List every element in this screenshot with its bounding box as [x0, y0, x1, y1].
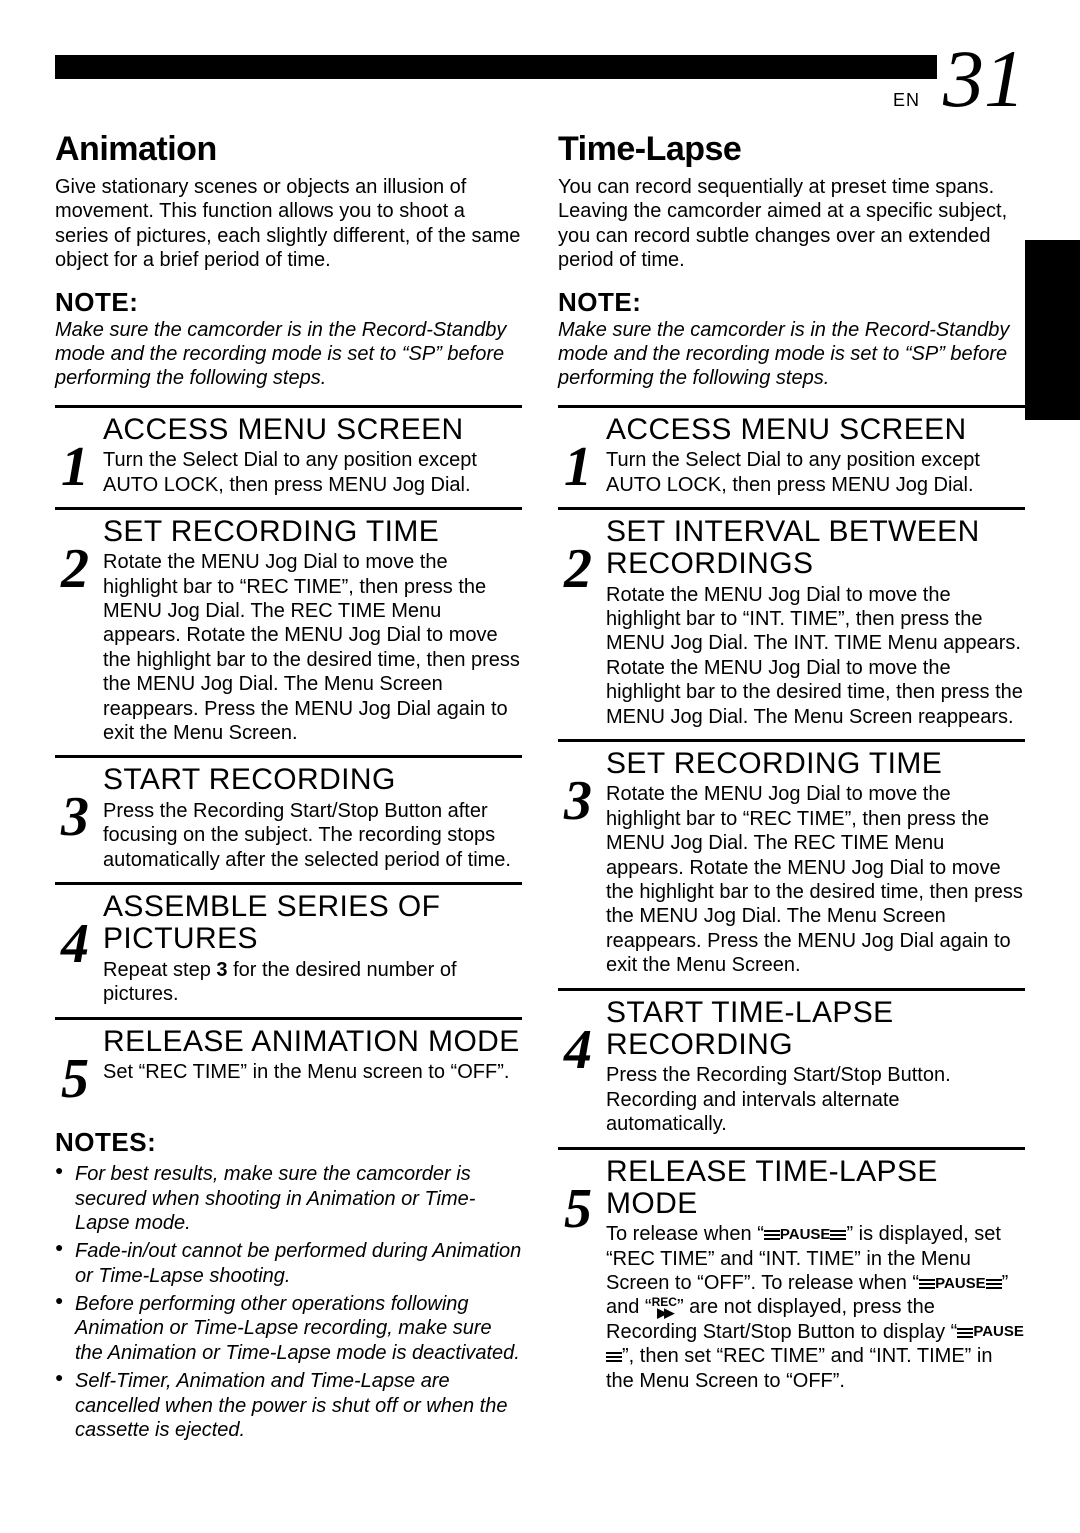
- note-item: Fade-in/out cannot be performed during A…: [55, 1239, 522, 1288]
- step-5: 5 RELEASE TIME-LAPSE MODE To release whe…: [558, 1147, 1025, 1394]
- step-heading: RELEASE ANIMATION MODE: [103, 1026, 522, 1058]
- pause-bars-icon: [957, 1327, 973, 1339]
- step-text: Turn the Select Dial to any position exc…: [606, 448, 1025, 497]
- page-lang: EN: [893, 90, 920, 111]
- page-number: 31: [937, 38, 1025, 120]
- step-content: SET INTERVAL BETWEEN RECORDINGS Rotate t…: [606, 516, 1025, 729]
- pause-label: PAUSE: [780, 1226, 831, 1244]
- step-text: Press the Recording Start/Stop Button. R…: [606, 1063, 1025, 1136]
- section-title-timelapse: Time-Lapse: [558, 130, 1025, 169]
- pause-bars-icon: [919, 1278, 935, 1290]
- step-number: 1: [558, 444, 598, 492]
- header-bar: [55, 55, 1025, 79]
- step-3: 3 SET RECORDING TIME Rotate the MENU Jog…: [558, 739, 1025, 978]
- pause-bars-icon: [764, 1229, 780, 1241]
- step-number: 4: [558, 1027, 598, 1075]
- step-3: 3 START RECORDING Press the Recording St…: [55, 755, 522, 872]
- step-number: 5: [55, 1056, 95, 1104]
- step-heading: START TIME-LAPSE RECORDING: [606, 997, 1025, 1062]
- section-title-animation: Animation: [55, 130, 522, 169]
- notes-list: For best results, make sure the camcorde…: [55, 1162, 522, 1442]
- step-heading: START RECORDING: [103, 764, 522, 796]
- pause-bars-icon: [986, 1278, 1002, 1290]
- step-4: 4 ASSEMBLE SERIES OF PICTURES Repeat ste…: [55, 882, 522, 1007]
- pause-bars-icon: [606, 1351, 622, 1363]
- thumb-tab: [1025, 240, 1080, 420]
- step-text: Press the Recording Start/Stop Button af…: [103, 799, 522, 872]
- step-5: 5 RELEASE ANIMATION MODE Set “REC TIME” …: [55, 1017, 522, 1104]
- step-1: 1 ACCESS MENU SCREEN Turn the Select Dia…: [558, 405, 1025, 497]
- animation-intro: Give stationary scenes or objects an ill…: [55, 175, 522, 273]
- text-span: To release when “: [606, 1223, 764, 1245]
- step-text: To release when “PAUSE” is displayed, se…: [606, 1222, 1025, 1393]
- step-content: SET RECORDING TIME Rotate the MENU Jog D…: [103, 516, 522, 746]
- step-number: 5: [558, 1186, 598, 1234]
- step-text: Turn the Select Dial to any position exc…: [103, 448, 522, 497]
- step-number: 3: [558, 778, 598, 826]
- step-4: 4 START TIME-LAPSE RECORDING Press the R…: [558, 988, 1025, 1137]
- step-heading: ASSEMBLE SERIES OF PICTURES: [103, 891, 522, 956]
- step-text: Rotate the MENU Jog Dial to move the hig…: [606, 782, 1025, 977]
- step-number: 3: [55, 794, 95, 842]
- step-heading: SET INTERVAL BETWEEN RECORDINGS: [606, 516, 1025, 581]
- step-content: ACCESS MENU SCREEN Turn the Select Dial …: [103, 414, 522, 497]
- note-item: Self-Timer, Animation and Time-Lapse are…: [55, 1369, 522, 1442]
- pause-label: PAUSE: [973, 1323, 1024, 1341]
- step-number: 4: [55, 921, 95, 969]
- step-content: RELEASE TIME-LAPSE MODE To release when …: [606, 1156, 1025, 1394]
- pause-label: PAUSE: [935, 1275, 986, 1293]
- pause-bars-icon: [830, 1229, 846, 1241]
- step-text: Rotate the MENU Jog Dial to move the hig…: [103, 550, 522, 745]
- timelapse-intro: You can record sequentially at preset ti…: [558, 175, 1025, 273]
- note-body: Make sure the camcorder is in the Record…: [558, 318, 1025, 391]
- step-heading: ACCESS MENU SCREEN: [103, 414, 522, 446]
- note-body: Make sure the camcorder is in the Record…: [55, 318, 522, 391]
- step-text: Repeat step 3 for the desired number of …: [103, 958, 522, 1007]
- step-number: 2: [55, 546, 95, 594]
- step-text: Set “REC TIME” in the Menu screen to “OF…: [103, 1060, 522, 1084]
- step-2: 2 SET RECORDING TIME Rotate the MENU Jog…: [55, 507, 522, 746]
- step-1: 1 ACCESS MENU SCREEN Turn the Select Dia…: [55, 405, 522, 497]
- step-heading: ACCESS MENU SCREEN: [606, 414, 1025, 446]
- step-number: 2: [558, 546, 598, 594]
- step-content: START RECORDING Press the Recording Star…: [103, 764, 522, 872]
- step-content: START TIME-LAPSE RECORDING Press the Rec…: [606, 997, 1025, 1137]
- step-content: ASSEMBLE SERIES OF PICTURES Repeat step …: [103, 891, 522, 1007]
- right-column: Time-Lapse You can record sequentially a…: [558, 130, 1025, 1446]
- note-heading: NOTE:: [558, 287, 1025, 318]
- step-heading: RELEASE TIME-LAPSE MODE: [606, 1156, 1025, 1221]
- step-number: 1: [55, 444, 95, 492]
- page-columns: Animation Give stationary scenes or obje…: [55, 130, 1025, 1446]
- note-item: For best results, make sure the camcorde…: [55, 1162, 522, 1235]
- rec-icon: REC▶▶: [652, 1298, 677, 1318]
- left-column: Animation Give stationary scenes or obje…: [55, 130, 522, 1446]
- step-content: SET RECORDING TIME Rotate the MENU Jog D…: [606, 748, 1025, 978]
- step-text: Rotate the MENU Jog Dial to move the hig…: [606, 583, 1025, 729]
- note-item: Before performing other operations follo…: [55, 1292, 522, 1365]
- text-span: ”, then set “REC TIME” and “INT. TIME” i…: [606, 1345, 992, 1391]
- step-content: ACCESS MENU SCREEN Turn the Select Dial …: [606, 414, 1025, 497]
- step-heading: SET RECORDING TIME: [103, 516, 522, 548]
- play-triangles-icon: ▶▶: [657, 1305, 671, 1320]
- step-content: RELEASE ANIMATION MODE Set “REC TIME” in…: [103, 1026, 522, 1085]
- notes-heading: NOTES:: [55, 1127, 522, 1158]
- step-2: 2 SET INTERVAL BETWEEN RECORDINGS Rotate…: [558, 507, 1025, 729]
- note-heading: NOTE:: [55, 287, 522, 318]
- step-heading: SET RECORDING TIME: [606, 748, 1025, 780]
